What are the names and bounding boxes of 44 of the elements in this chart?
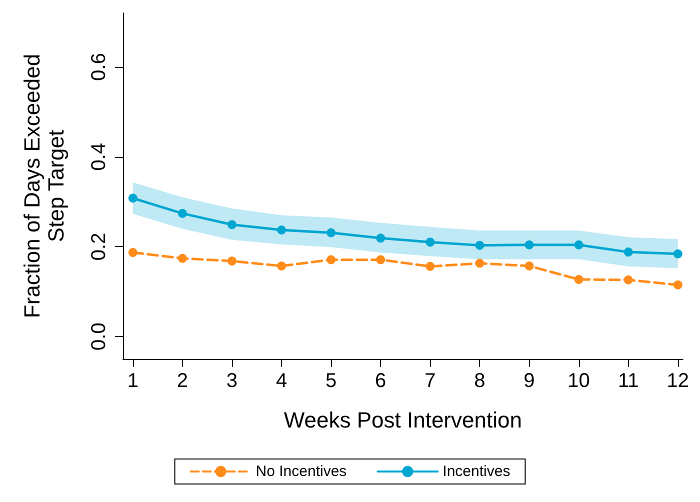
point xyxy=(574,240,584,250)
point xyxy=(228,256,236,266)
legend-label: Incentives xyxy=(442,463,510,480)
point xyxy=(426,262,435,271)
point xyxy=(524,261,534,270)
point xyxy=(128,248,138,257)
point xyxy=(376,234,386,243)
point xyxy=(624,275,633,284)
point xyxy=(574,274,584,284)
x-tick-label: 3 xyxy=(226,370,238,392)
point xyxy=(376,255,386,264)
x-tick-label: 1 xyxy=(127,370,138,392)
legend-label: No Incentives xyxy=(256,463,347,480)
y-tick-label: 0.6 xyxy=(88,53,110,81)
point xyxy=(326,255,336,264)
point xyxy=(228,220,236,230)
point xyxy=(475,258,484,268)
x-tick-label: 12 xyxy=(666,370,689,392)
point xyxy=(673,280,682,290)
x-tick-label: 2 xyxy=(176,370,188,392)
x-tick-label: 5 xyxy=(326,370,337,392)
point xyxy=(178,208,187,218)
y-axis-title: Fraction of Days Exceeded Step Target xyxy=(20,54,68,318)
x-tick-label: 6 xyxy=(375,370,386,392)
point xyxy=(178,254,187,263)
x-tick-label: 8 xyxy=(474,370,486,392)
point xyxy=(475,240,484,250)
point xyxy=(326,228,336,238)
point xyxy=(277,261,286,270)
x-tick-label: 10 xyxy=(568,370,590,392)
point xyxy=(673,249,682,258)
x-tick-label: 7 xyxy=(424,370,436,392)
y-tick-label: 0.2 xyxy=(88,232,110,261)
point xyxy=(426,238,435,247)
x-axis-title: Weeks Post Intervention xyxy=(284,408,522,432)
y-tick-label: 0.0 xyxy=(88,322,110,350)
x-tick-label: 9 xyxy=(524,370,535,392)
y-tick-label: 0.4 xyxy=(88,142,110,171)
point xyxy=(128,194,138,203)
point xyxy=(624,248,633,257)
x-tick-label: 11 xyxy=(618,370,639,392)
x-tick-label: 4 xyxy=(276,370,288,392)
point xyxy=(277,226,286,235)
point xyxy=(524,240,534,250)
